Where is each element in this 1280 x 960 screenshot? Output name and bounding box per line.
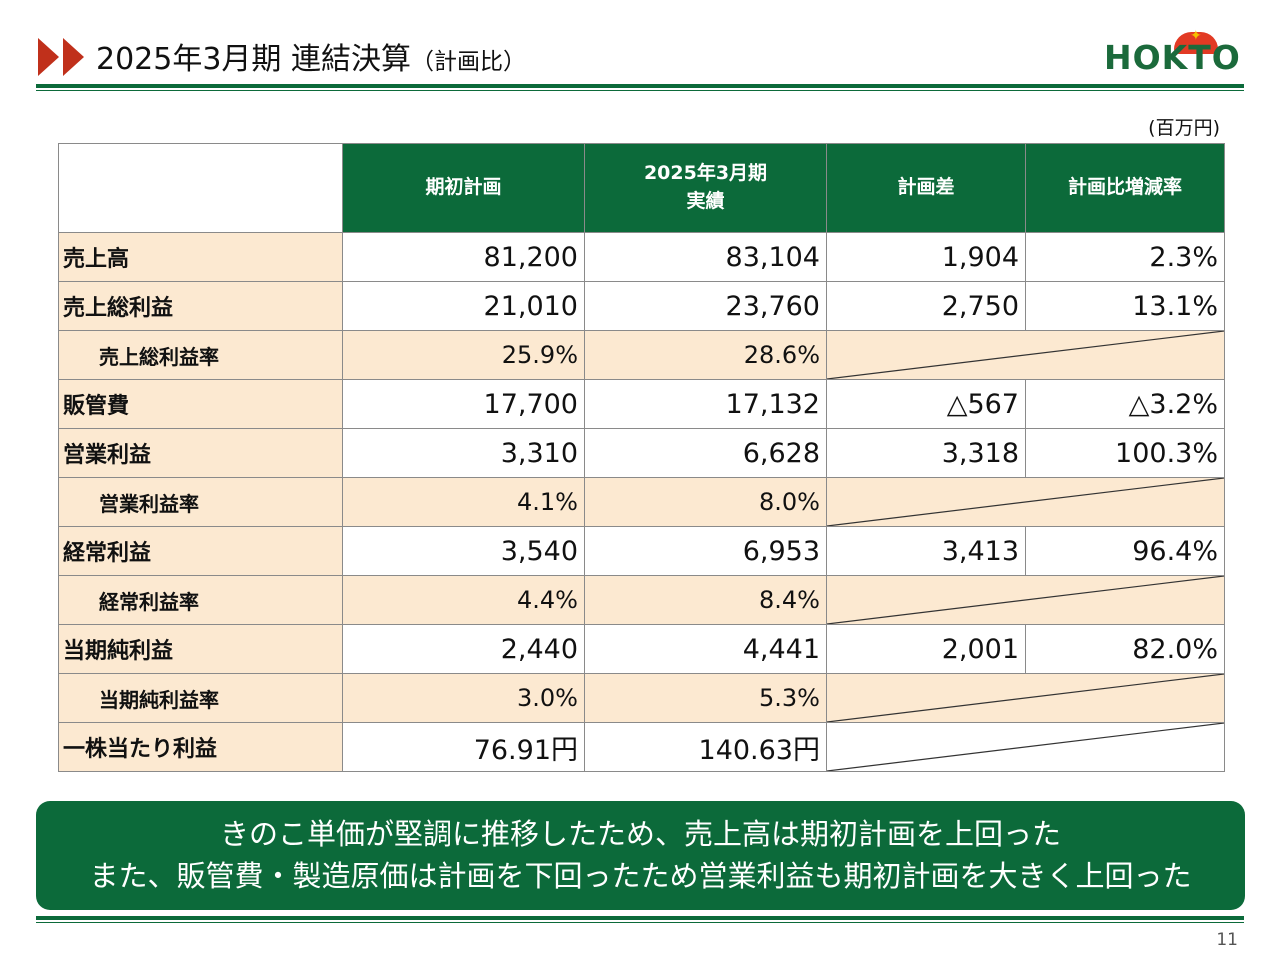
header-corner-cell [58,143,343,233]
row-label: 経常利益率 [58,575,343,625]
actual-value: 8.4% [584,575,827,625]
col-header-plan: 期初計画 [342,143,585,233]
table-row: 当期純利益率 3.0% 5.3% [58,673,1225,723]
not-applicable-cell [826,722,1225,772]
table-row: 販管費 17,700 17,132 △567 △3.2% [58,379,1225,429]
not-applicable-cell [826,673,1225,723]
row-label: 当期純利益 [58,624,343,674]
actual-value: 6,953 [584,526,827,576]
summary-callout: きのこ単価が堅調に推移したため、売上高は期初計画を上回った また、販管費・製造原… [36,801,1245,910]
table-row: 売上総利益 21,010 23,760 2,750 13.1% [58,281,1225,331]
financial-results-table: 期初計画 2025年3月期 実績 計画差 計画比増減率 売上高 81,200 83… [58,143,1225,772]
not-applicable-cell [826,330,1225,380]
row-label: 営業利益 [58,428,343,478]
title-arrows-icon [38,38,88,76]
header-divider-thin [36,90,1244,91]
diff-value: △567 [826,379,1026,429]
actual-value: 6,628 [584,428,827,478]
col-header-diff: 計画差 [826,143,1026,233]
rate-value: 100.3% [1025,428,1225,478]
arrow-right-icon [38,38,59,76]
col-header-actual-line2: 実績 [686,190,725,212]
diff-value: 1,904 [826,232,1026,282]
diff-value: 3,413 [826,526,1026,576]
table-row: 売上高 81,200 83,104 1,904 2.3% [58,232,1225,282]
plan-value: 3.0% [342,673,585,723]
title-main: 2025年3月期 連結決算 [96,42,411,77]
footer-divider-thin [36,922,1244,923]
actual-value: 140.63円 [584,722,827,772]
actual-value: 8.0% [584,477,827,527]
plan-value: 76.91円 [342,722,585,772]
row-label: 当期純利益率 [58,673,343,723]
plan-value: 4.1% [342,477,585,527]
star-icon: ✦ [1190,28,1202,44]
rate-value: 2.3% [1025,232,1225,282]
diff-value: 2,750 [826,281,1026,331]
table-row: 一株当たり利益 76.91円 140.63円 [58,722,1225,772]
row-label: 販管費 [58,379,343,429]
actual-value: 83,104 [584,232,827,282]
diff-value: 2,001 [826,624,1026,674]
plan-value: 25.9% [342,330,585,380]
plan-value: 21,010 [342,281,585,331]
logo-text: HOKTO [1104,38,1241,77]
table-row: 営業利益率 4.1% 8.0% [58,477,1225,527]
header-divider [36,84,1244,88]
rate-value: △3.2% [1025,379,1225,429]
page-number: 11 [1216,930,1238,950]
plan-value: 3,310 [342,428,585,478]
table-row: 経常利益率 4.4% 8.4% [58,575,1225,625]
rate-value: 82.0% [1025,624,1225,674]
table-header-row: 期初計画 2025年3月期 実績 計画差 計画比増減率 [58,143,1225,233]
actual-value: 5.3% [584,673,827,723]
footer-divider [36,916,1244,920]
col-header-rate: 計画比増減率 [1025,143,1225,233]
row-label: 一株当たり利益 [58,722,343,772]
col-header-actual: 2025年3月期 実績 [584,143,827,233]
plan-value: 4.4% [342,575,585,625]
row-label: 売上総利益率 [58,330,343,380]
table-row: 当期純利益 2,440 4,441 2,001 82.0% [58,624,1225,674]
hokto-logo: ✦ HOKTO [1104,28,1244,82]
unit-label: (百万円) [1148,117,1220,139]
actual-value: 4,441 [584,624,827,674]
actual-value: 17,132 [584,379,827,429]
arrow-right-icon [63,38,84,76]
summary-line-1: きのこ単価が堅調に推移したため、売上高は期初計画を上回った [219,817,1061,851]
rate-value: 13.1% [1025,281,1225,331]
row-label: 売上高 [58,232,343,282]
table-row: 売上総利益率 25.9% 28.6% [58,330,1225,380]
actual-value: 23,760 [584,281,827,331]
table-row: 経常利益 3,540 6,953 3,413 96.4% [58,526,1225,576]
diff-value: 3,318 [826,428,1026,478]
rate-value: 96.4% [1025,526,1225,576]
not-applicable-cell [826,477,1225,527]
plan-value: 2,440 [342,624,585,674]
page-title: 2025年3月期 連結決算（計画比） [96,34,526,78]
title-sub: （計画比） [410,49,526,75]
row-label: 売上総利益 [58,281,343,331]
summary-line-2: また、販管費・製造原価は計画を下回ったため営業利益も期初計画を大きく上回った [89,859,1192,893]
not-applicable-cell [826,575,1225,625]
actual-value: 28.6% [584,330,827,380]
row-label: 経常利益 [58,526,343,576]
mushroom-cap-icon [1174,32,1218,54]
table-row: 営業利益 3,310 6,628 3,318 100.3% [58,428,1225,478]
row-label: 営業利益率 [58,477,343,527]
plan-value: 17,700 [342,379,585,429]
plan-value: 81,200 [342,232,585,282]
col-header-actual-line1: 2025年3月期 [643,162,768,185]
plan-value: 3,540 [342,526,585,576]
